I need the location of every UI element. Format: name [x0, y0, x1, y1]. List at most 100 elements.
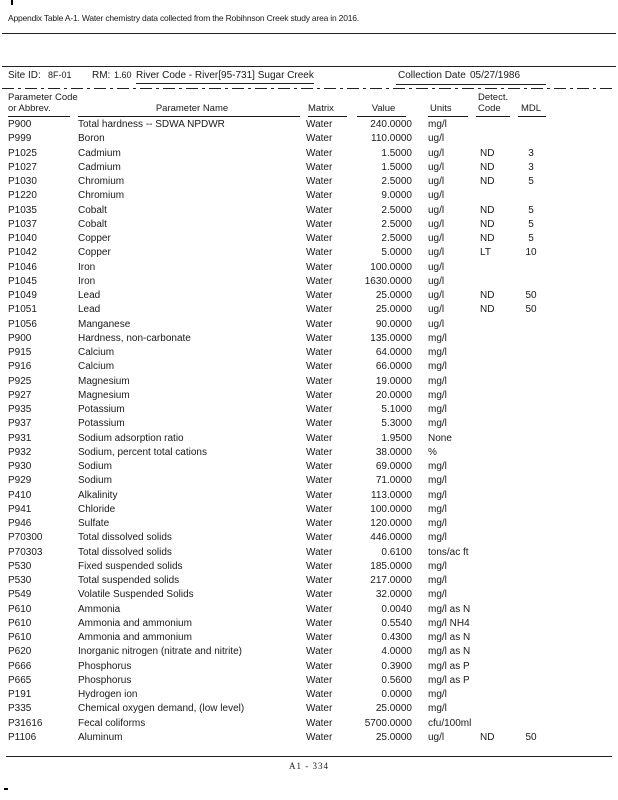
matrix-cell: Water	[306, 546, 333, 558]
header-underline	[428, 114, 468, 117]
table-row: P335 Chemical oxygen demand, (low level) W…	[8, 702, 548, 716]
detect-code-cell	[474, 645, 514, 659]
table-row: P610 Ammonia and ammonium Water 0.4300 mg/l …	[8, 631, 548, 645]
detect-code-cell: ND	[480, 176, 495, 187]
param-code-cell: P70303	[8, 546, 43, 558]
table-row: P946 Sulfate Water 120.0000 mg/l	[8, 517, 548, 531]
detect-code-cell: ND	[480, 147, 495, 159]
units-cell: mg/l	[428, 489, 447, 501]
value-cell: 0.4300	[381, 632, 412, 643]
value-cell: 5.0000	[381, 247, 412, 259]
detect-code-cell	[474, 346, 514, 360]
table-row: P935 Potassium Water 5.1000 mg/l	[8, 403, 548, 417]
matrix-cell: Water	[306, 518, 333, 529]
mdl-cell	[514, 346, 548, 360]
param-code-cell: P530	[8, 575, 32, 586]
param-name-cell: Ammonia and ammonium	[78, 632, 192, 643]
mdl-cell	[514, 517, 548, 531]
value-cell: 135.0000	[370, 332, 412, 344]
matrix-cell: Water	[306, 404, 333, 415]
value-cell: 217.0000	[370, 575, 412, 586]
value-cell: 1.5000	[381, 147, 412, 159]
param-code-cell: P1045	[8, 275, 37, 287]
units-cell: ug/l	[428, 161, 445, 173]
table-row: P931 Sodium adsorption ratio Water 1.9500 No…	[8, 432, 548, 446]
units-cell: tons/ac ft	[428, 546, 469, 558]
param-name-cell: Total suspended solids	[78, 575, 180, 586]
col-header-matrix: Matrix	[306, 91, 355, 117]
units-cell: mg/l	[428, 332, 447, 344]
matrix-cell: Water	[306, 575, 333, 586]
units-cell: mg/l	[428, 475, 447, 487]
mdl-cell	[514, 460, 548, 474]
value-cell: 0.5600	[381, 674, 412, 686]
value-cell: 9.0000	[381, 190, 412, 202]
table-row: P941 Chloride Water 100.0000 mg/l	[8, 503, 548, 517]
param-name-cell: Fixed suspended solids	[78, 560, 183, 572]
table-row: P665 Phosphorus Water 0.5600 mg/l as P	[8, 674, 548, 688]
mdl-cell	[514, 546, 548, 560]
param-name-cell: Phosphorus	[78, 674, 132, 686]
detect-code-cell	[474, 560, 514, 574]
value-cell: 0.3900	[381, 660, 412, 672]
scan-artifact	[11, 0, 13, 5]
units-cell: mg/l as N	[428, 603, 471, 615]
units-cell: None	[428, 432, 452, 444]
param-name-cell: Sulfate	[78, 518, 110, 529]
table-row: P410 Alkalinity Water 113.0000 mg/l	[8, 489, 548, 503]
param-code-cell: P937	[8, 418, 32, 430]
mdl-cell	[514, 432, 548, 446]
matrix-cell: Water	[306, 717, 333, 729]
param-code-cell: P1025	[8, 147, 37, 159]
param-name-cell: Volatile Suspended Solids	[78, 589, 194, 601]
param-code-cell: P900	[8, 119, 32, 130]
detect-code-cell: ND	[480, 233, 495, 244]
param-name-cell: Copper	[78, 233, 111, 244]
param-name-cell: Potassium	[78, 418, 125, 430]
detect-code-cell: LT	[480, 247, 491, 259]
units-cell: ug/l	[428, 190, 445, 202]
matrix-cell: Water	[306, 161, 333, 173]
value-cell: 2.5000	[381, 233, 412, 244]
param-code-cell: P1035	[8, 204, 37, 216]
param-code-cell: P620	[8, 646, 32, 658]
matrix-cell: Water	[306, 147, 333, 159]
units-cell: ug/l	[428, 318, 445, 330]
matrix-cell: Water	[306, 218, 333, 230]
mdl-cell	[514, 688, 548, 702]
param-name-cell: Sodium, percent total cations	[78, 446, 207, 458]
mdl-cell: 3	[528, 161, 534, 173]
detect-code-cell	[474, 389, 514, 403]
matrix-cell: Water	[306, 233, 333, 244]
mdl-cell	[514, 702, 548, 716]
param-name-cell: Phosphorus	[78, 660, 132, 672]
detect-code-cell	[474, 375, 514, 389]
value-cell: 5.3000	[381, 418, 412, 430]
detect-code-cell	[474, 503, 514, 517]
param-code-cell: P1030	[8, 176, 37, 187]
table-row: P932 Sodium, percent total cations Water 38…	[8, 446, 548, 460]
param-name-cell: Ammonia	[78, 603, 121, 615]
value-cell: 90.0000	[375, 318, 412, 330]
param-code-cell: P915	[8, 347, 32, 358]
detect-code-cell	[474, 189, 514, 203]
units-cell: %	[428, 446, 437, 458]
param-name-cell: Chromium	[78, 190, 125, 202]
table-row: P1030 Chromium Water 2.5000 ug/l ND 5	[8, 175, 548, 189]
col-header-mdl: MDL	[514, 91, 548, 117]
mdl-cell	[514, 275, 548, 289]
units-cell: ug/l	[428, 133, 445, 145]
matrix-cell: Water	[306, 475, 333, 487]
header-line: or Abbrev.	[8, 103, 51, 114]
param-code-cell: P1049	[8, 290, 37, 301]
param-code-cell: P665	[8, 674, 32, 686]
dashed-divider	[2, 88, 616, 89]
table-row: P31616 Fecal coliforms Water 5700.0000 cfu/1…	[8, 717, 548, 731]
matrix-cell: Water	[306, 418, 333, 430]
param-code-cell: P410	[8, 489, 32, 501]
param-name-cell: Sodium	[78, 461, 112, 472]
value-cell: 0.0000	[381, 689, 412, 700]
detect-code-cell	[474, 432, 514, 446]
mdl-cell	[514, 189, 548, 203]
table-row: P620 Inorganic nitrogen (nitrate and nitr…	[8, 645, 548, 659]
